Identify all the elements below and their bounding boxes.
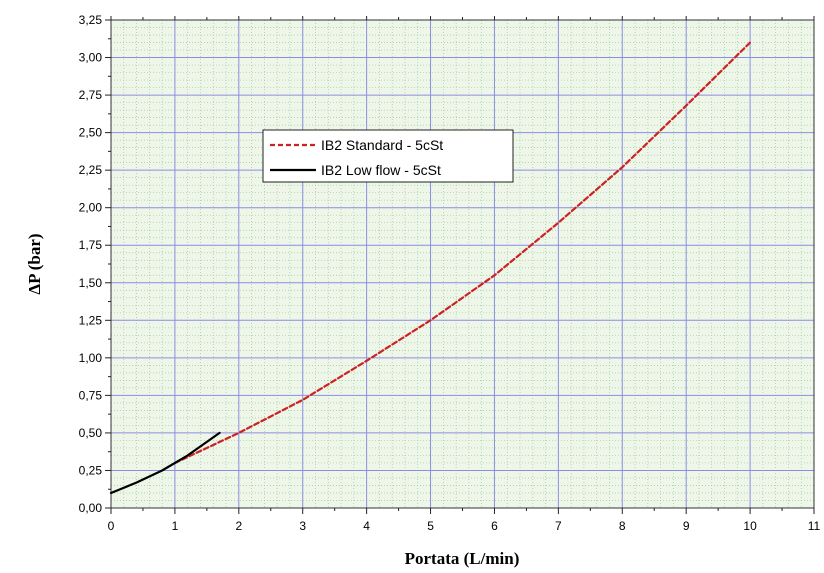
legend: IB2 Standard - 5cSt IB2 Low flow - 5cSt — [262, 129, 514, 183]
plot-area — [111, 20, 814, 508]
y-tick-label: 1,25 — [79, 313, 103, 327]
y-tick-label: 0,25 — [79, 463, 103, 477]
y-tick-label: 2,75 — [79, 88, 103, 102]
x-tick-label: 10 — [743, 519, 757, 533]
series-line-lowflow — [109, 431, 221, 495]
y-tick-label: 2,00 — [79, 201, 103, 215]
y-tick-label: 2,25 — [79, 163, 103, 177]
legend-label-lowflow: IB2 Low flow - 5cSt — [321, 162, 441, 178]
y-tick-label: 3,25 — [79, 13, 103, 27]
minor-grid — [111, 20, 814, 508]
y-tick-label: 0,75 — [79, 388, 103, 402]
x-ticks: 0 1 2 3 4 5 6 7 8 9 10 11 — [108, 16, 821, 533]
y-tick-label: 2,50 — [79, 126, 103, 140]
x-tick-label: 9 — [683, 519, 690, 533]
y-tick-label: 0,00 — [79, 501, 103, 515]
series-layer — [109, 41, 752, 495]
x-tick-label: 2 — [235, 519, 242, 533]
y-tick-label: 1,00 — [79, 351, 103, 365]
x-tick-label: 5 — [427, 519, 434, 533]
x-tick-label: 11 — [808, 519, 821, 533]
y-ticks: 0,00 0,25 0,50 0,75 1,00 1,25 1,50 1,75 2,00 2,25… — [79, 13, 111, 515]
y-tick-label: 1,75 — [79, 238, 103, 252]
x-tick-label: 7 — [555, 519, 562, 533]
legend-box — [262, 129, 514, 183]
x-axis-title: Portata (L/min) — [405, 549, 520, 568]
x-tick-label: 4 — [363, 519, 370, 533]
legend-label-standard: IB2 Standard - 5cSt — [321, 137, 443, 153]
series-line-standard — [173, 41, 752, 465]
y-tick-label: 0,50 — [79, 426, 103, 440]
y-tick-label: 3,00 — [79, 51, 103, 65]
y-tick-label: 1,50 — [79, 276, 103, 290]
x-tick-label: 1 — [172, 519, 179, 533]
x-tick-label: 8 — [619, 519, 626, 533]
y-axis-title: ΔP (bar) — [25, 233, 44, 294]
x-tick-label: 0 — [108, 519, 115, 533]
x-tick-label: 3 — [299, 519, 306, 533]
x-tick-label: 6 — [491, 519, 498, 533]
